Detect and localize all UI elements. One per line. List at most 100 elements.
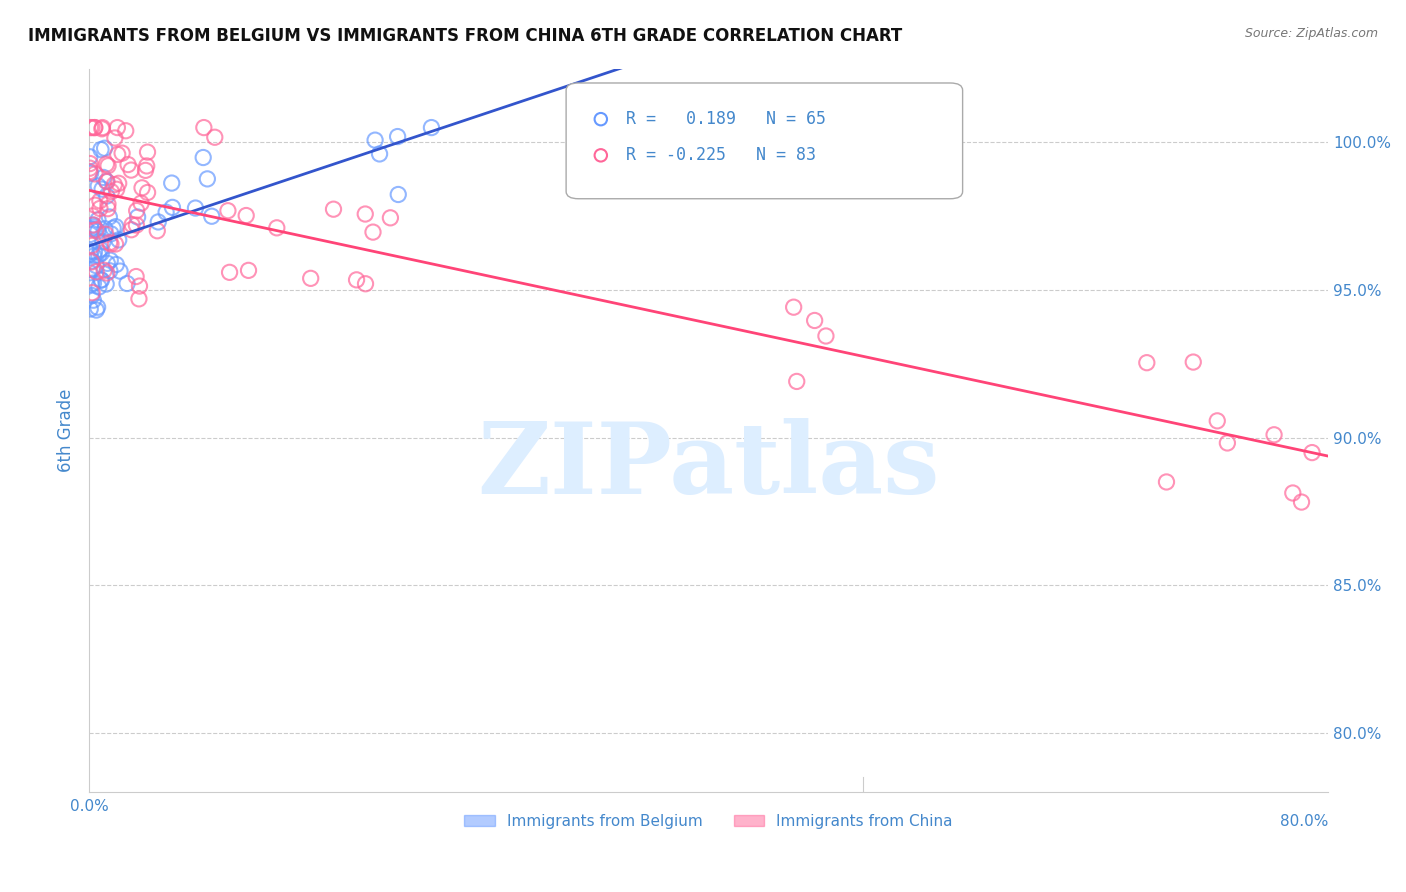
Point bbox=[107, 177, 129, 191]
Point bbox=[146, 224, 169, 238]
Point bbox=[82, 285, 104, 300]
Point bbox=[83, 120, 105, 135]
Point bbox=[80, 288, 103, 302]
Point bbox=[97, 202, 120, 216]
Point bbox=[217, 203, 239, 218]
Point bbox=[79, 161, 101, 176]
Point bbox=[82, 209, 104, 223]
Point bbox=[105, 257, 128, 271]
Point bbox=[121, 218, 143, 232]
Point bbox=[89, 242, 111, 256]
Point bbox=[1156, 475, 1178, 489]
Point bbox=[87, 280, 110, 294]
Point bbox=[160, 176, 183, 190]
Point bbox=[100, 185, 122, 199]
Point bbox=[104, 219, 127, 234]
Point bbox=[84, 265, 107, 279]
Point bbox=[1216, 436, 1239, 450]
Point bbox=[93, 263, 115, 277]
Point bbox=[94, 221, 117, 235]
Point bbox=[84, 198, 107, 212]
Point bbox=[238, 263, 260, 277]
Point bbox=[91, 120, 114, 135]
Point bbox=[79, 164, 101, 178]
Point bbox=[89, 194, 111, 208]
Point bbox=[387, 187, 409, 202]
Point bbox=[82, 276, 104, 290]
Point bbox=[1136, 356, 1159, 370]
Point bbox=[79, 301, 101, 316]
Point bbox=[361, 225, 384, 239]
Point bbox=[803, 313, 825, 327]
Point bbox=[128, 292, 150, 306]
Point bbox=[80, 238, 103, 252]
Point bbox=[98, 253, 121, 268]
Point bbox=[184, 201, 207, 215]
Point bbox=[79, 120, 101, 135]
Point bbox=[93, 141, 115, 155]
Point bbox=[120, 223, 142, 237]
Point bbox=[1206, 414, 1229, 428]
Point bbox=[104, 131, 127, 145]
Point bbox=[79, 166, 101, 180]
Point bbox=[84, 259, 107, 273]
Point bbox=[322, 202, 344, 217]
Point bbox=[115, 277, 138, 291]
Point bbox=[235, 209, 257, 223]
Point bbox=[87, 248, 110, 262]
Text: 80.0%: 80.0% bbox=[1279, 814, 1329, 829]
Point bbox=[87, 224, 110, 238]
Point bbox=[1291, 495, 1313, 509]
Point bbox=[108, 264, 131, 278]
Point bbox=[89, 202, 111, 216]
Point bbox=[98, 235, 121, 250]
Point bbox=[83, 219, 105, 234]
Point bbox=[107, 233, 129, 247]
Point bbox=[80, 255, 103, 269]
Point bbox=[155, 205, 177, 219]
Point bbox=[96, 277, 118, 291]
Point bbox=[346, 273, 368, 287]
Point bbox=[1281, 486, 1303, 500]
Point bbox=[79, 266, 101, 280]
Point bbox=[82, 218, 104, 232]
Point bbox=[134, 163, 156, 178]
Point bbox=[195, 172, 218, 186]
Point bbox=[193, 151, 215, 165]
Point bbox=[90, 273, 112, 287]
Point bbox=[82, 120, 104, 135]
Text: R = -0.225   N = 83: R = -0.225 N = 83 bbox=[626, 146, 815, 164]
Point bbox=[204, 130, 226, 145]
Point bbox=[420, 120, 443, 135]
Point bbox=[380, 211, 402, 225]
Point bbox=[90, 121, 112, 136]
Point bbox=[91, 235, 114, 249]
Point bbox=[218, 265, 240, 279]
Point bbox=[80, 254, 103, 268]
Point bbox=[82, 293, 104, 308]
Point bbox=[111, 146, 134, 161]
Point bbox=[83, 218, 105, 232]
Point bbox=[354, 207, 377, 221]
Point bbox=[80, 244, 103, 259]
Point bbox=[98, 210, 121, 224]
Point bbox=[1182, 355, 1205, 369]
Point bbox=[814, 329, 837, 343]
Point bbox=[136, 186, 159, 200]
Point bbox=[105, 120, 128, 135]
Point bbox=[96, 256, 118, 270]
Point bbox=[90, 143, 112, 157]
Point bbox=[387, 129, 409, 144]
Point bbox=[266, 220, 288, 235]
Point bbox=[96, 157, 118, 171]
Text: IMMIGRANTS FROM BELGIUM VS IMMIGRANTS FROM CHINA 6TH GRADE CORRELATION CHART: IMMIGRANTS FROM BELGIUM VS IMMIGRANTS FR… bbox=[28, 27, 903, 45]
Point bbox=[107, 147, 129, 161]
Point bbox=[299, 271, 322, 285]
Point bbox=[91, 182, 114, 196]
Point bbox=[1301, 445, 1323, 459]
Point bbox=[148, 215, 170, 229]
Point bbox=[96, 175, 118, 189]
Point bbox=[717, 342, 740, 356]
Point bbox=[83, 222, 105, 236]
Point bbox=[80, 277, 103, 292]
